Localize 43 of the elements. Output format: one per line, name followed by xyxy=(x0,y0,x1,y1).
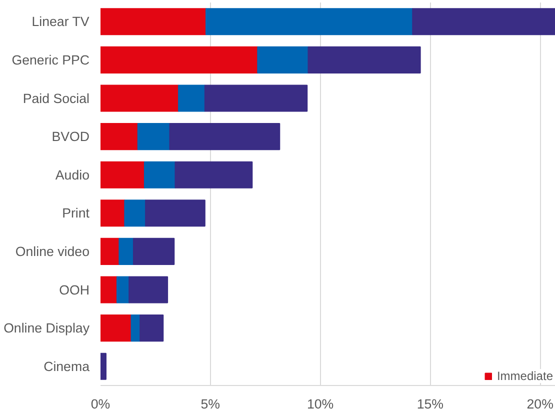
bar xyxy=(100,238,120,265)
bar xyxy=(100,46,258,74)
y-tick-label: OOH xyxy=(59,282,90,298)
bar xyxy=(137,123,170,150)
bar xyxy=(144,161,176,188)
bar xyxy=(412,8,555,36)
bar xyxy=(140,314,164,342)
bar xyxy=(169,123,280,150)
y-tick-label: Print xyxy=(62,206,90,221)
bar xyxy=(100,123,138,150)
bar xyxy=(128,276,168,304)
bar xyxy=(204,84,308,112)
y-tick-label: Online video xyxy=(15,244,90,259)
y-tick-label: Paid Social xyxy=(22,90,90,106)
x-tick-label: 10% xyxy=(306,396,334,412)
bar xyxy=(206,8,414,36)
bar xyxy=(100,352,106,380)
y-tick-label: Cinema xyxy=(44,358,90,374)
bar xyxy=(100,8,207,36)
bar xyxy=(100,314,132,342)
y-tick-label: Audio xyxy=(55,167,90,182)
y-tick-label: Generic PPC xyxy=(12,52,90,68)
bar xyxy=(100,200,126,227)
legend-label: Immediate xyxy=(496,369,553,383)
bar xyxy=(100,84,180,112)
bar xyxy=(116,276,130,304)
y-tick-label: Linear TV xyxy=(32,14,90,30)
x-tick-label: 15% xyxy=(416,396,444,412)
bar xyxy=(257,46,309,74)
y-tick-label: Online Display xyxy=(4,320,90,336)
x-tick-label: 5% xyxy=(200,396,220,412)
x-tick-label: 0% xyxy=(90,396,110,412)
bar xyxy=(174,161,253,188)
bar xyxy=(124,200,146,227)
x-tick-label: 20% xyxy=(526,396,554,412)
bar xyxy=(178,84,206,112)
bar xyxy=(132,238,175,265)
y-tick-label: BVOD xyxy=(52,129,90,144)
bar xyxy=(145,200,206,227)
bar xyxy=(118,238,134,265)
bar xyxy=(100,161,145,188)
bar xyxy=(100,276,118,304)
bar xyxy=(308,46,421,74)
